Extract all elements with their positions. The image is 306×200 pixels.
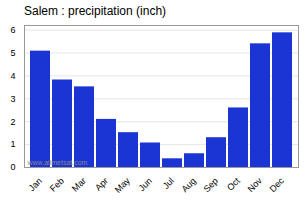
svg-text:Jan: Jan (27, 176, 44, 193)
svg-text:May: May (113, 175, 132, 194)
svg-text:1: 1 (10, 139, 15, 149)
svg-text:4: 4 (10, 71, 15, 81)
svg-text:Mar: Mar (70, 176, 88, 194)
svg-text:Feb: Feb (48, 176, 66, 194)
svg-text:6: 6 (10, 25, 15, 35)
svg-text:www.allmetsat.com: www.allmetsat.com (27, 159, 88, 166)
svg-text:2: 2 (10, 117, 15, 127)
svg-text:Jul: Jul (161, 176, 176, 191)
svg-text:Dec: Dec (268, 175, 287, 194)
svg-text:Jun: Jun (137, 176, 154, 193)
svg-text:0: 0 (10, 162, 15, 172)
svg-text:Apr: Apr (93, 176, 110, 193)
html-text:Salem : precipitation (inch): Salem : precipitation (inch) (24, 4, 167, 18)
svg-text:3: 3 (10, 94, 15, 104)
svg-text:Sep: Sep (202, 176, 220, 194)
svg-text:Oct: Oct (225, 175, 242, 192)
svg-text:Aug: Aug (180, 176, 198, 194)
svg-text:Nov: Nov (246, 175, 265, 194)
svg-text:5: 5 (10, 48, 15, 58)
